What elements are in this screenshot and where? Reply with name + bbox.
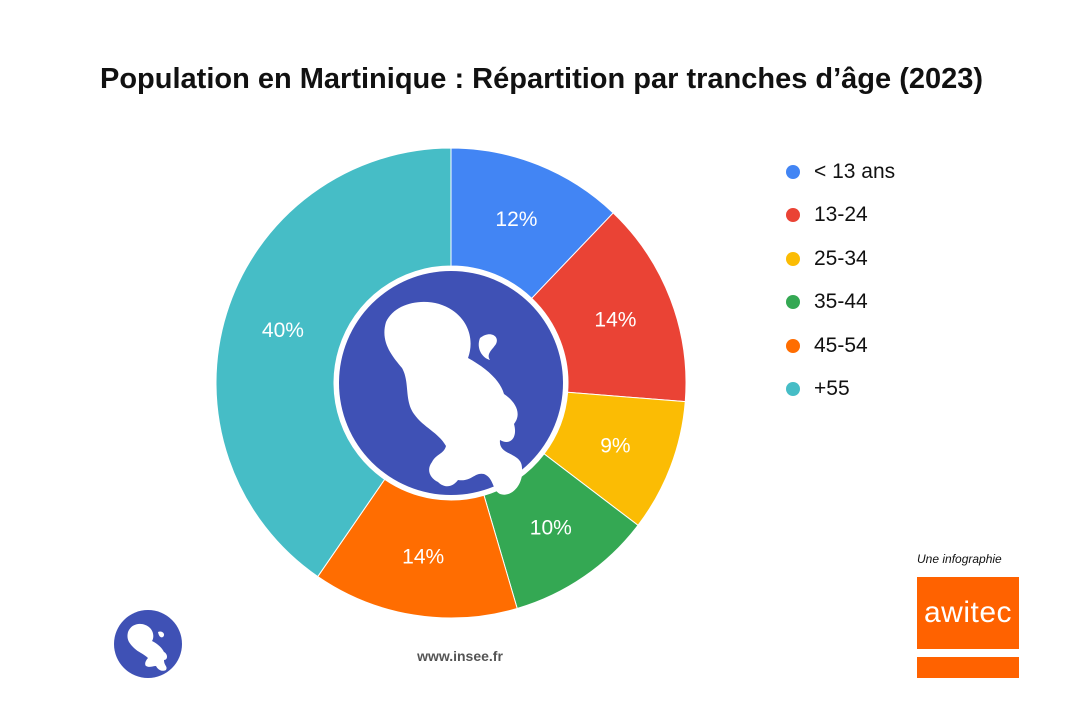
- source-text: www.insee.fr: [417, 648, 503, 664]
- legend-color-dot: [786, 295, 800, 310]
- legend-item: +55: [786, 368, 895, 412]
- legend: < 13 ans 13-24 25-34 35-44 45-54 +55: [786, 150, 895, 411]
- legend-label: 45-54: [814, 333, 868, 357]
- legend-color-dot: [786, 164, 800, 179]
- legend-label: +55: [814, 377, 850, 401]
- slice-label: 12%: [495, 208, 537, 231]
- awitec-logo-bar: [917, 657, 1019, 678]
- martinique-logo-icon: [114, 610, 182, 678]
- credit-text: Une infographie: [917, 552, 1002, 566]
- awitec-logo-box: awitec: [917, 577, 1019, 649]
- legend-color-dot: [786, 208, 800, 223]
- martinique-island-icon: [384, 301, 523, 495]
- legend-item: 13-24: [786, 194, 895, 238]
- awitec-logo-text: awitec: [923, 596, 1013, 629]
- slice-label: 14%: [594, 309, 636, 332]
- legend-label: 25-34: [814, 246, 868, 270]
- legend-label: < 13 ans: [814, 159, 896, 183]
- legend-item: < 13 ans: [786, 150, 895, 194]
- slice-label: 10%: [530, 516, 572, 539]
- legend-color-dot: [786, 338, 800, 353]
- slice-label: 9%: [600, 434, 630, 457]
- slice-label: 14%: [402, 545, 444, 568]
- legend-label: 13-24: [814, 203, 868, 227]
- legend-item: 45-54: [786, 324, 895, 368]
- donut-chart: 12% 14% 9% 10% 14% 40%: [215, 147, 687, 619]
- legend-label: 35-44: [814, 290, 868, 314]
- legend-color-dot: [786, 382, 800, 397]
- legend-color-dot: [786, 251, 800, 266]
- legend-item: 35-44: [786, 281, 895, 325]
- slice-label: 40%: [262, 319, 304, 342]
- chart-title: Population en Martinique : Répartition p…: [100, 63, 984, 95]
- awitec-logo: awitec: [917, 577, 1019, 678]
- legend-item: 25-34: [786, 237, 895, 281]
